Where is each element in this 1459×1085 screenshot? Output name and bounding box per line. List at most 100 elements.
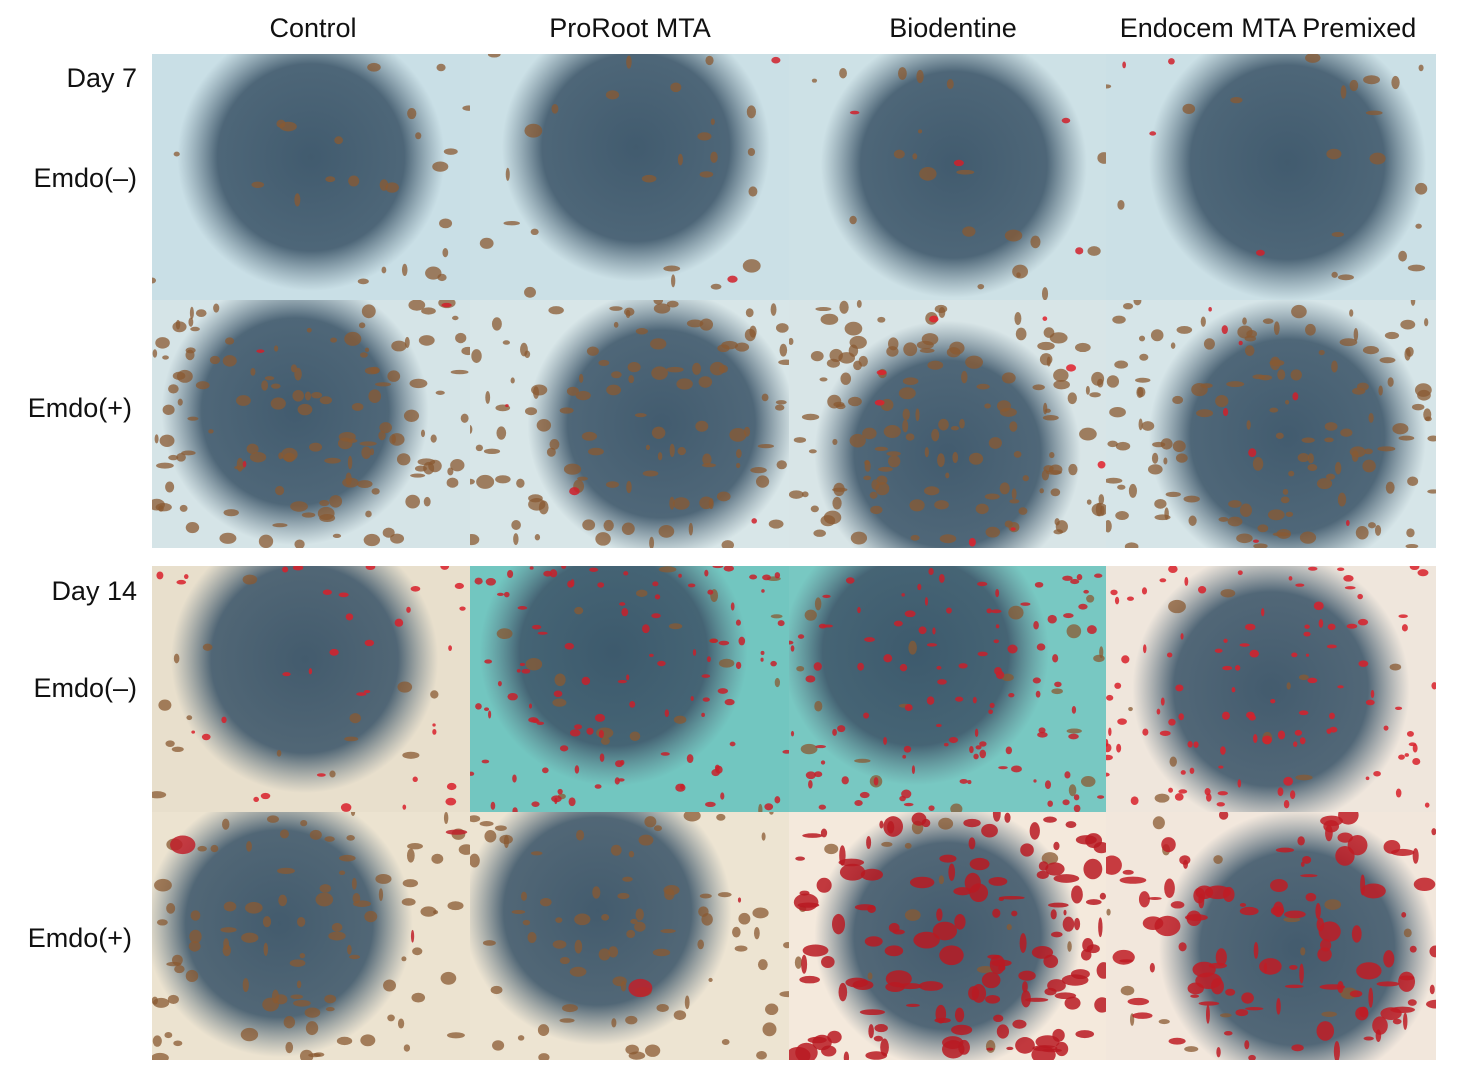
- speckle: [297, 916, 306, 927]
- speckle: [1297, 836, 1305, 846]
- speckle: [1106, 84, 1112, 89]
- speckle: [236, 395, 251, 406]
- speckle: [738, 912, 751, 925]
- speckle: [969, 857, 990, 871]
- speckle: [1049, 451, 1055, 459]
- speckle: [403, 1044, 411, 1052]
- speckle: [815, 745, 827, 749]
- speckle: [1398, 971, 1416, 992]
- speckle: [600, 737, 610, 745]
- speckle: [1427, 435, 1436, 442]
- speckle: [223, 901, 237, 912]
- speckle: [959, 778, 968, 784]
- micrograph-content: [789, 812, 1106, 1060]
- speckle: [816, 877, 832, 893]
- speckle: [1244, 345, 1255, 357]
- speckle: [1085, 385, 1090, 395]
- speckle: [621, 608, 629, 617]
- column-label: Biodentine: [889, 13, 1017, 43]
- speckle: [917, 583, 922, 591]
- speckle: [606, 384, 622, 396]
- speckle: [808, 780, 813, 789]
- speckle: [512, 807, 518, 812]
- speckle: [1338, 812, 1359, 825]
- speckle: [1065, 821, 1077, 828]
- speckle: [338, 870, 346, 876]
- speckle: [1006, 1046, 1014, 1051]
- micrograph: [152, 54, 470, 300]
- speckle: [629, 701, 636, 708]
- speckle: [1062, 916, 1075, 932]
- speckle: [840, 372, 852, 385]
- speckle: [1210, 978, 1224, 995]
- speckle: [1149, 962, 1155, 973]
- speckle: [634, 921, 646, 932]
- speckle: [850, 531, 868, 545]
- speckle: [285, 1041, 294, 1054]
- micrograph-grid: [152, 54, 1436, 1060]
- speckle: [1226, 381, 1245, 388]
- speckle: [1112, 949, 1135, 965]
- speckle: [1405, 543, 1419, 548]
- speckle: [1244, 623, 1256, 631]
- speckle: [274, 345, 279, 352]
- speckle: [223, 509, 239, 517]
- day-label: Day 7: [66, 63, 137, 93]
- speckle: [677, 153, 683, 166]
- speckle: [315, 892, 334, 907]
- speckle: [651, 613, 661, 619]
- speckle: [439, 218, 453, 229]
- speckle: [1094, 573, 1103, 578]
- speckle: [1220, 746, 1226, 755]
- micrograph: [470, 300, 789, 548]
- speckle: [294, 193, 301, 207]
- speckle: [1234, 664, 1241, 671]
- speckle: [926, 643, 938, 647]
- micrograph-content: [152, 54, 470, 300]
- speckle: [995, 624, 1000, 629]
- speckle: [948, 863, 956, 881]
- speckle: [431, 853, 444, 864]
- speckle: [1277, 730, 1286, 740]
- row-label: Emdo(–): [33, 673, 137, 703]
- speckle: [961, 370, 968, 384]
- speckle: [928, 567, 934, 575]
- speckle: [479, 821, 494, 827]
- speckle: [819, 377, 828, 382]
- speckle: [1248, 1054, 1256, 1060]
- speckle: [793, 893, 819, 912]
- speckle: [1006, 923, 1012, 931]
- speckle: [401, 263, 408, 276]
- speckle: [172, 954, 183, 966]
- speckle: [938, 573, 945, 583]
- speckle: [1121, 655, 1130, 664]
- speckle: [710, 151, 718, 163]
- column-label: Control: [269, 13, 356, 43]
- speckle: [998, 965, 1006, 971]
- speckle: [1298, 674, 1309, 681]
- speckle: [790, 730, 795, 737]
- speckle: [710, 283, 722, 290]
- speckle: [795, 856, 805, 861]
- speckle: [977, 283, 985, 290]
- speckle: [888, 337, 899, 351]
- speckle: [1270, 698, 1276, 704]
- speckle: [1389, 663, 1402, 671]
- speckle: [1316, 478, 1333, 490]
- speckle: [651, 366, 668, 380]
- speckle: [1285, 511, 1294, 517]
- speckle: [913, 931, 940, 949]
- speckle: [883, 654, 893, 663]
- speckle: [1362, 459, 1376, 473]
- speckle: [1076, 574, 1083, 581]
- speckle: [436, 63, 446, 72]
- speckle: [443, 812, 449, 824]
- speckle: [263, 942, 269, 956]
- speckle: [1166, 652, 1173, 658]
- speckle: [1356, 962, 1382, 980]
- speckle: [1340, 428, 1353, 437]
- speckle: [471, 349, 482, 363]
- speckle: [813, 662, 822, 671]
- speckle: [1351, 925, 1362, 943]
- speckle: [1235, 1009, 1249, 1017]
